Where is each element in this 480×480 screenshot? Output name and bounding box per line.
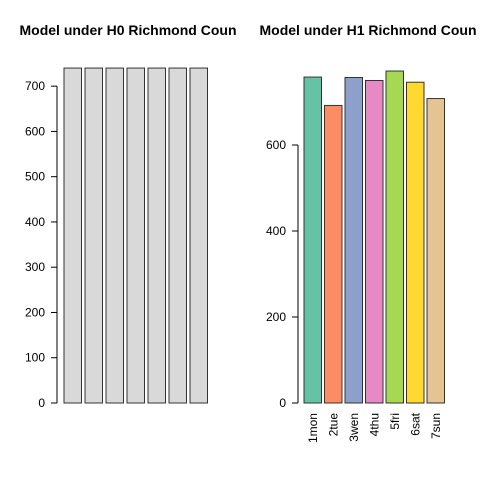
bar-1mon <box>303 76 322 404</box>
y-tick-label: 600 <box>266 138 286 152</box>
x-tick-label: 6sat <box>408 412 422 435</box>
y-tick-label: 700 <box>25 79 45 93</box>
h1-chart-panel: Model under H1 Richmond Coun 0200400600 … <box>260 22 477 443</box>
bar-6sat <box>406 81 425 404</box>
h1-bars <box>303 70 445 404</box>
y-tick-label: 100 <box>25 351 45 365</box>
x-tick-label: 7sun <box>429 413 443 439</box>
bar-7sun <box>189 67 208 404</box>
y-tick-label: 0 <box>38 396 45 410</box>
x-tick-label: 3wen <box>347 413 361 442</box>
bar-2tue <box>324 104 343 404</box>
y-tick-label: 400 <box>266 224 286 238</box>
h1-x-axis-labels: 1mon 2tue 3wen 4thu 5fri 6sat 7sun <box>306 412 443 443</box>
h0-bars <box>63 67 208 404</box>
x-tick-label: 5fri <box>388 413 402 430</box>
y-tick-label: 500 <box>25 170 45 184</box>
x-tick-label: 1mon <box>306 413 320 443</box>
y-tick-label: 400 <box>25 215 45 229</box>
y-tick-label: 600 <box>25 124 45 138</box>
y-tick-label: 300 <box>25 260 45 274</box>
bar-3wen <box>105 67 124 404</box>
bar-5fri <box>385 70 404 404</box>
x-tick-label: 4thu <box>367 413 381 436</box>
bar-7sun <box>426 98 445 404</box>
h0-chart-panel: Model under H0 Richmond Coun 0 100 200 300 4… <box>20 22 237 410</box>
x-tick-label: 2tue <box>326 413 340 437</box>
y-tick-label: 200 <box>266 310 286 324</box>
y-tick-label: 200 <box>25 305 45 319</box>
bar-3wen <box>344 76 363 404</box>
h1-chart-title: Model under H1 Richmond Coun <box>260 22 477 38</box>
y-tick-label: 0 <box>279 396 286 410</box>
bar-5fri <box>147 67 166 404</box>
h0-chart-title: Model under H0 Richmond Coun <box>20 22 237 38</box>
h1-y-axis: 0 200 400 600 <box>266 138 299 410</box>
bar-1mon <box>63 67 82 404</box>
bar-2tue <box>84 67 103 404</box>
bar-4thu <box>365 80 384 404</box>
h0-y-axis: 0 100 200 300 400 500 600 700 <box>25 79 58 410</box>
bar-6sat <box>168 67 187 404</box>
bar-4thu <box>126 67 145 404</box>
